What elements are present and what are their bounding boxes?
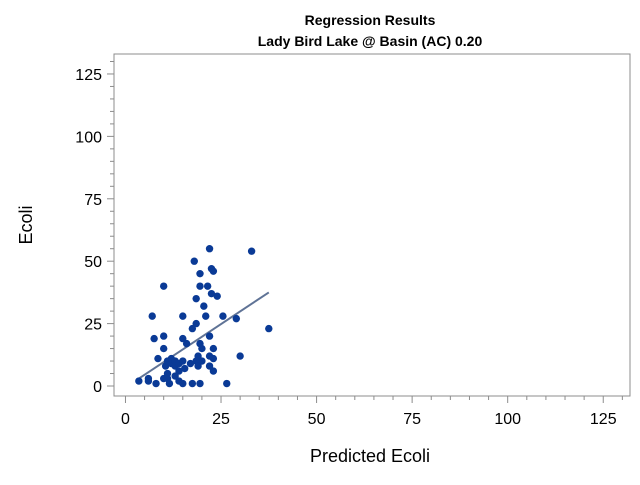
data-point bbox=[205, 245, 214, 253]
data-point bbox=[144, 374, 153, 383]
data-point bbox=[207, 289, 216, 298]
data-point bbox=[194, 352, 202, 360]
data-point bbox=[148, 312, 156, 320]
data-point bbox=[209, 367, 218, 375]
data-point bbox=[198, 357, 206, 365]
y-axis-label: Ecoli bbox=[16, 205, 36, 244]
data-point bbox=[152, 379, 160, 388]
data-point bbox=[209, 267, 218, 275]
data-point bbox=[179, 357, 187, 365]
data-point bbox=[188, 324, 197, 333]
x-tick-label: 50 bbox=[308, 411, 326, 428]
y-tick-label: 100 bbox=[75, 129, 102, 146]
data-point bbox=[159, 282, 168, 290]
data-point bbox=[159, 344, 168, 353]
data-point bbox=[200, 302, 208, 310]
data-point bbox=[196, 269, 204, 278]
data-point bbox=[190, 257, 198, 265]
data-point bbox=[213, 292, 221, 300]
data-point bbox=[209, 354, 218, 363]
data-point bbox=[219, 312, 227, 320]
data-point bbox=[150, 334, 158, 343]
data-point bbox=[196, 282, 204, 290]
data-point bbox=[179, 312, 187, 320]
data-point bbox=[159, 332, 168, 340]
data-point bbox=[186, 359, 195, 368]
data-point bbox=[205, 362, 214, 370]
data-point bbox=[223, 379, 231, 388]
chart-subtitle: Lady Bird Lake @ Basin (AC) 0.20 bbox=[258, 33, 483, 49]
x-tick-label: 75 bbox=[403, 411, 421, 428]
data-point bbox=[182, 339, 191, 348]
x-axis: 0 25 50 75 100 125 bbox=[121, 396, 623, 428]
data-point bbox=[209, 344, 218, 353]
data-point bbox=[179, 334, 187, 343]
data-point bbox=[171, 372, 179, 380]
data-point bbox=[232, 314, 241, 323]
x-tick-label: 0 bbox=[121, 411, 130, 428]
data-point bbox=[236, 352, 244, 360]
y-tick-label: 125 bbox=[75, 67, 102, 84]
data-point bbox=[192, 319, 200, 328]
data-point bbox=[181, 364, 189, 373]
data-point bbox=[165, 379, 174, 388]
data-point bbox=[205, 332, 214, 340]
regression-fit-line bbox=[136, 291, 270, 381]
x-tick-label: 125 bbox=[590, 411, 617, 428]
y-tick-label: 75 bbox=[84, 192, 102, 209]
data-point bbox=[194, 362, 202, 370]
data-point bbox=[202, 312, 210, 320]
data-point bbox=[198, 344, 206, 353]
data-point bbox=[154, 354, 162, 363]
x-tick-label: 100 bbox=[494, 411, 521, 428]
data-point bbox=[196, 379, 204, 388]
y-tick-label: 25 bbox=[84, 317, 102, 334]
data-point bbox=[203, 282, 212, 290]
data-point bbox=[265, 324, 273, 333]
y-axis: 0 25 50 75 100 125 bbox=[75, 60, 114, 396]
data-point bbox=[188, 379, 197, 388]
chart-title: Regression Results bbox=[305, 12, 436, 28]
x-tick-label: 25 bbox=[212, 411, 230, 428]
data-points-layer bbox=[135, 245, 273, 388]
x-axis-label: Predicted Ecoli bbox=[310, 446, 430, 466]
data-point bbox=[192, 294, 200, 303]
y-tick-label: 50 bbox=[84, 254, 102, 271]
data-point bbox=[175, 367, 183, 375]
plot-frame bbox=[113, 53, 631, 397]
data-point bbox=[179, 379, 187, 388]
y-tick-label: 0 bbox=[93, 379, 102, 396]
data-point bbox=[135, 377, 143, 385]
fit-line-layer bbox=[136, 291, 270, 381]
data-point bbox=[247, 247, 256, 255]
